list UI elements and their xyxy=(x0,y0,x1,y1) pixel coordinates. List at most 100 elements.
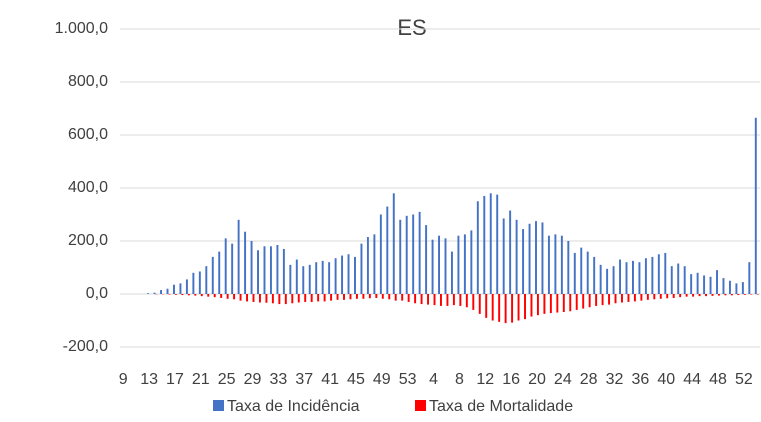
bar xyxy=(490,193,492,294)
bar xyxy=(194,294,196,296)
bar xyxy=(750,294,752,295)
bar xyxy=(737,294,739,295)
bar xyxy=(257,250,259,294)
bar xyxy=(485,294,487,318)
bar xyxy=(632,261,634,294)
bar xyxy=(225,238,227,294)
x-tick-label: 21 xyxy=(192,371,210,388)
bar xyxy=(304,294,306,302)
bar xyxy=(302,266,304,294)
bar xyxy=(602,294,604,305)
legend-swatch xyxy=(213,400,224,411)
bar xyxy=(735,283,737,294)
bar xyxy=(729,281,731,294)
x-tick-label: 20 xyxy=(528,371,546,388)
bar xyxy=(580,248,582,294)
bar xyxy=(505,294,507,323)
bar xyxy=(574,253,576,294)
bar xyxy=(446,294,448,306)
y-tick-label: 0,0 xyxy=(86,285,108,302)
x-tick-label: 9 xyxy=(119,371,128,388)
bar xyxy=(362,294,364,299)
bar xyxy=(608,294,610,305)
bar xyxy=(710,277,712,294)
bar xyxy=(309,265,311,294)
x-tick-label: 49 xyxy=(373,371,391,388)
bar xyxy=(421,294,423,304)
bar xyxy=(214,294,216,297)
bar xyxy=(627,294,629,302)
bar xyxy=(354,257,356,294)
bar xyxy=(697,273,699,294)
bar xyxy=(554,234,556,294)
bar xyxy=(289,265,291,294)
bar xyxy=(684,266,686,294)
bar xyxy=(543,294,545,314)
bar xyxy=(168,294,170,295)
bar xyxy=(658,254,660,294)
bar xyxy=(645,258,647,294)
bar xyxy=(600,265,602,294)
bar xyxy=(705,294,707,296)
x-tick-label: 25 xyxy=(218,371,236,388)
bar xyxy=(453,294,455,305)
x-tick-label: 53 xyxy=(399,371,417,388)
bar xyxy=(445,238,447,294)
x-tick-label: 12 xyxy=(476,371,494,388)
bar xyxy=(537,294,539,315)
bar xyxy=(677,264,679,294)
bar xyxy=(186,279,188,294)
x-tick-label: 52 xyxy=(735,371,753,388)
bar xyxy=(360,244,362,294)
bar xyxy=(272,294,274,303)
bar xyxy=(748,262,750,294)
bar xyxy=(673,294,675,298)
bar xyxy=(550,294,552,313)
bar xyxy=(576,294,578,310)
bar xyxy=(492,294,494,321)
bar xyxy=(231,244,233,294)
bar xyxy=(671,266,673,294)
bar xyxy=(238,220,240,294)
bar xyxy=(233,294,235,299)
chart-title: ES xyxy=(397,15,426,40)
bar xyxy=(298,294,300,302)
bar xyxy=(406,216,408,294)
bar xyxy=(718,294,720,296)
x-tick-label: 4 xyxy=(429,371,438,388)
bar xyxy=(548,236,550,294)
bar xyxy=(498,294,500,322)
bar xyxy=(511,294,513,323)
bar xyxy=(356,294,358,299)
bar xyxy=(731,294,733,295)
legend-swatch xyxy=(415,400,426,411)
bar xyxy=(535,221,537,294)
bar xyxy=(472,294,474,310)
bar xyxy=(375,294,377,298)
bar xyxy=(341,256,343,294)
bar xyxy=(459,294,461,306)
x-tick-label: 28 xyxy=(580,371,598,388)
bar xyxy=(322,261,324,294)
bar xyxy=(382,294,384,299)
bar xyxy=(251,241,253,294)
bar xyxy=(246,294,248,301)
bar xyxy=(343,294,345,300)
bar xyxy=(328,262,330,294)
bar xyxy=(315,262,317,294)
bar xyxy=(154,293,156,294)
x-tick-label: 16 xyxy=(502,371,520,388)
bar xyxy=(703,275,705,294)
bar xyxy=(419,212,421,294)
bar xyxy=(283,249,285,294)
bar xyxy=(296,260,298,294)
bar xyxy=(712,294,714,296)
bar xyxy=(434,294,436,305)
bar xyxy=(265,294,267,303)
bar xyxy=(348,254,350,294)
bar xyxy=(470,230,472,294)
bar xyxy=(593,257,595,294)
bar xyxy=(634,294,636,301)
bar xyxy=(432,240,434,294)
